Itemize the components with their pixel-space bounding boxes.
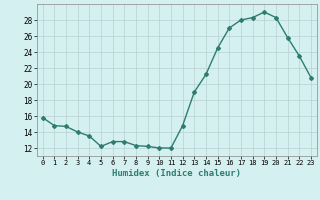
X-axis label: Humidex (Indice chaleur): Humidex (Indice chaleur)	[112, 169, 241, 178]
